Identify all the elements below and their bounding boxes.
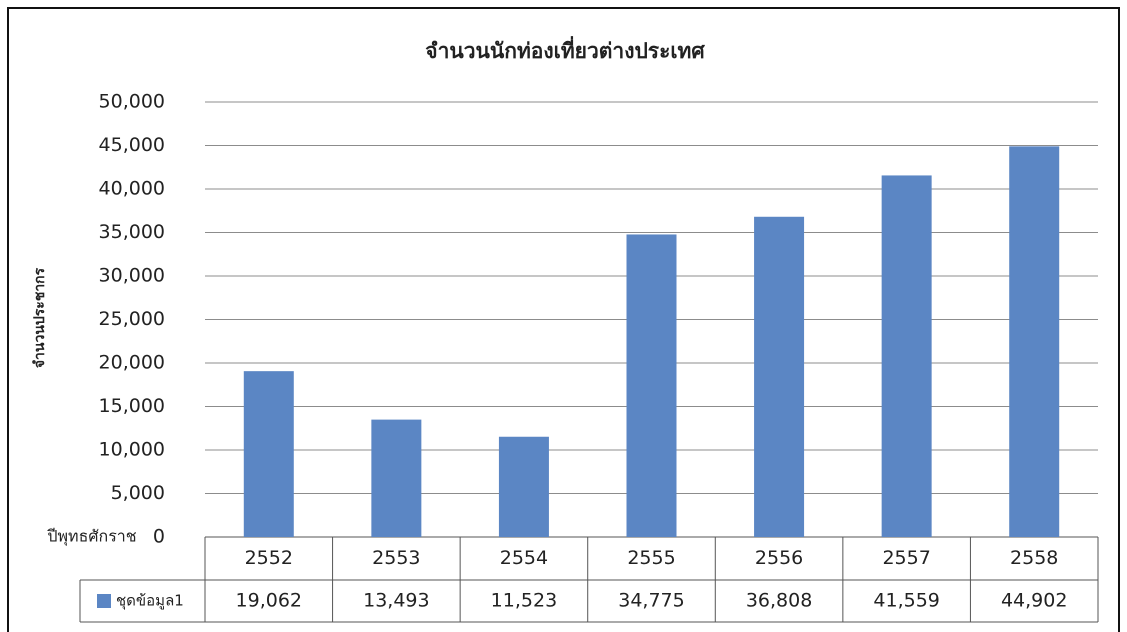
bar [627,234,677,537]
y-tick-label: 5,000 [111,482,165,504]
y-tick-label: 40,000 [99,178,165,200]
bar [1009,146,1059,537]
x-tick-label: 2557 [882,547,930,569]
y-tick-label: 35,000 [99,221,165,243]
x-tick-label: 2558 [1010,547,1058,569]
x-axis-label: ปีพุทธศักราช [47,527,137,547]
chart-title: จำนวนนักท่องเที่ยวต่างประเทศ [425,35,705,63]
data-table-value: 13,493 [363,590,429,612]
bar [754,217,804,537]
data-table-value: 19,062 [236,590,302,612]
data-table-value: 11,523 [491,590,557,612]
y-tick-label: 15,000 [99,395,165,417]
data-table-value: 44,902 [1001,590,1067,612]
data-table-value: 41,559 [873,590,939,612]
x-tick-label: 2553 [372,547,420,569]
y-tick-label: 0 [153,526,165,548]
data-table-value: 36,808 [746,590,812,612]
chart: จำนวนนักท่องเที่ยวต่างประเทศ จำนวนประชาก… [0,0,1127,632]
x-tick-label: 2554 [500,547,548,569]
y-tick-label: 50,000 [99,91,165,113]
x-tick-label: 2556 [755,547,803,569]
bar [371,420,421,537]
y-tick-label: 45,000 [99,134,165,156]
bar [882,175,932,537]
bar [244,371,294,537]
data-table-value: 34,775 [618,590,684,612]
x-tick-label: 2552 [245,547,293,569]
y-tick-label: 25,000 [99,308,165,330]
y-tick-label: 20,000 [99,352,165,374]
legend-label: ชุดข้อมูล1 [116,592,184,611]
y-tick-label: 30,000 [99,265,165,287]
y-tick-label: 10,000 [99,439,165,461]
y-axis-label: จำนวนประชากร [32,267,48,368]
legend-swatch [97,594,111,608]
x-tick-label: 2555 [627,547,675,569]
bar [499,437,549,537]
